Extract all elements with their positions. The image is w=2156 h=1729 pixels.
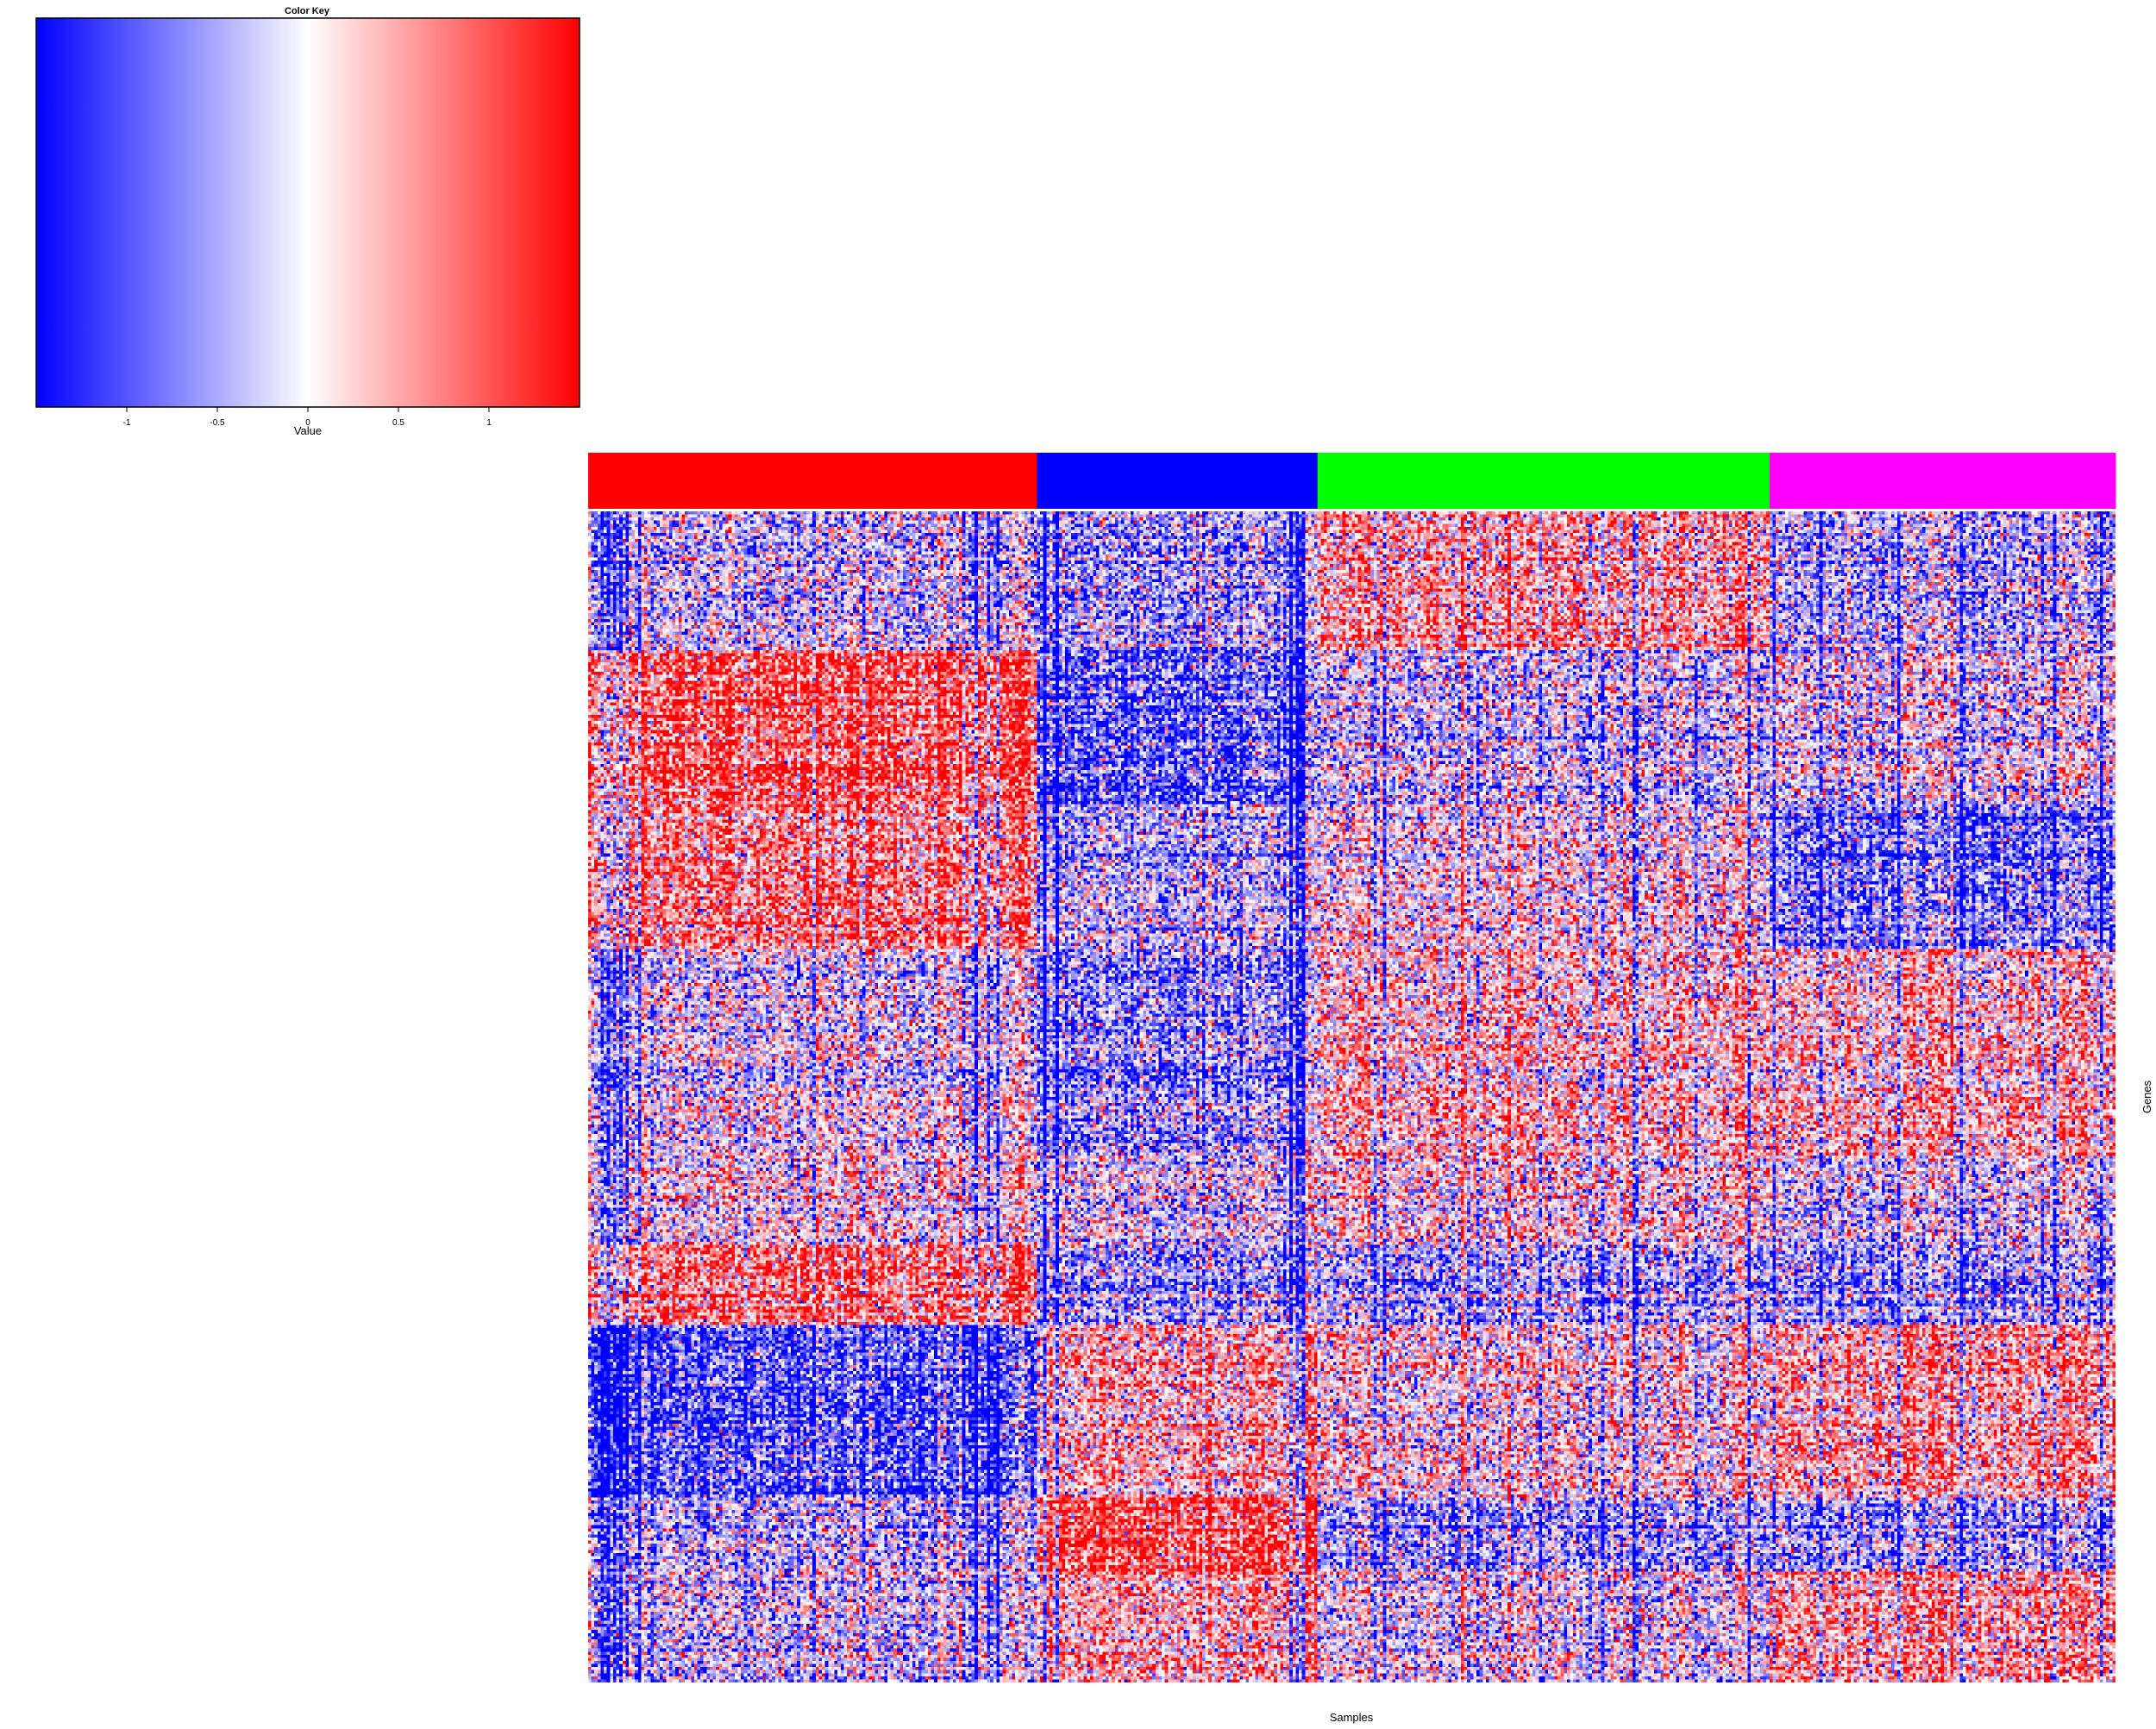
x-axis-label: Samples	[1330, 1711, 1374, 1724]
color-key-title: Color Key	[285, 6, 330, 16]
color-key-gradient	[35, 17, 580, 408]
color-key-xlabel: Value	[294, 424, 322, 437]
color-key-tick-label: 0	[305, 418, 310, 428]
color-key: Color Key -1 -0.5 0 0.5 1 Value	[35, 6, 580, 437]
color-key-ticks: -1 -0.5 0 0.5 1	[123, 407, 492, 428]
sample-group-3	[1317, 453, 1771, 509]
y-axis-label: Genes	[2140, 1080, 2153, 1113]
sample-group-4	[1769, 453, 2116, 509]
color-key-tick-label: 0.5	[392, 418, 404, 428]
sample-group-1	[588, 453, 1037, 509]
color-key-tick-label: -0.5	[210, 418, 225, 428]
sample-group-bar	[588, 453, 2116, 509]
heatmap-cells	[588, 511, 2115, 1682]
color-key-tick-label: -1	[123, 418, 131, 428]
color-key-tick-label: 1	[486, 418, 492, 428]
heatmap-body	[588, 511, 2115, 1682]
sample-group-2	[1037, 453, 1319, 509]
